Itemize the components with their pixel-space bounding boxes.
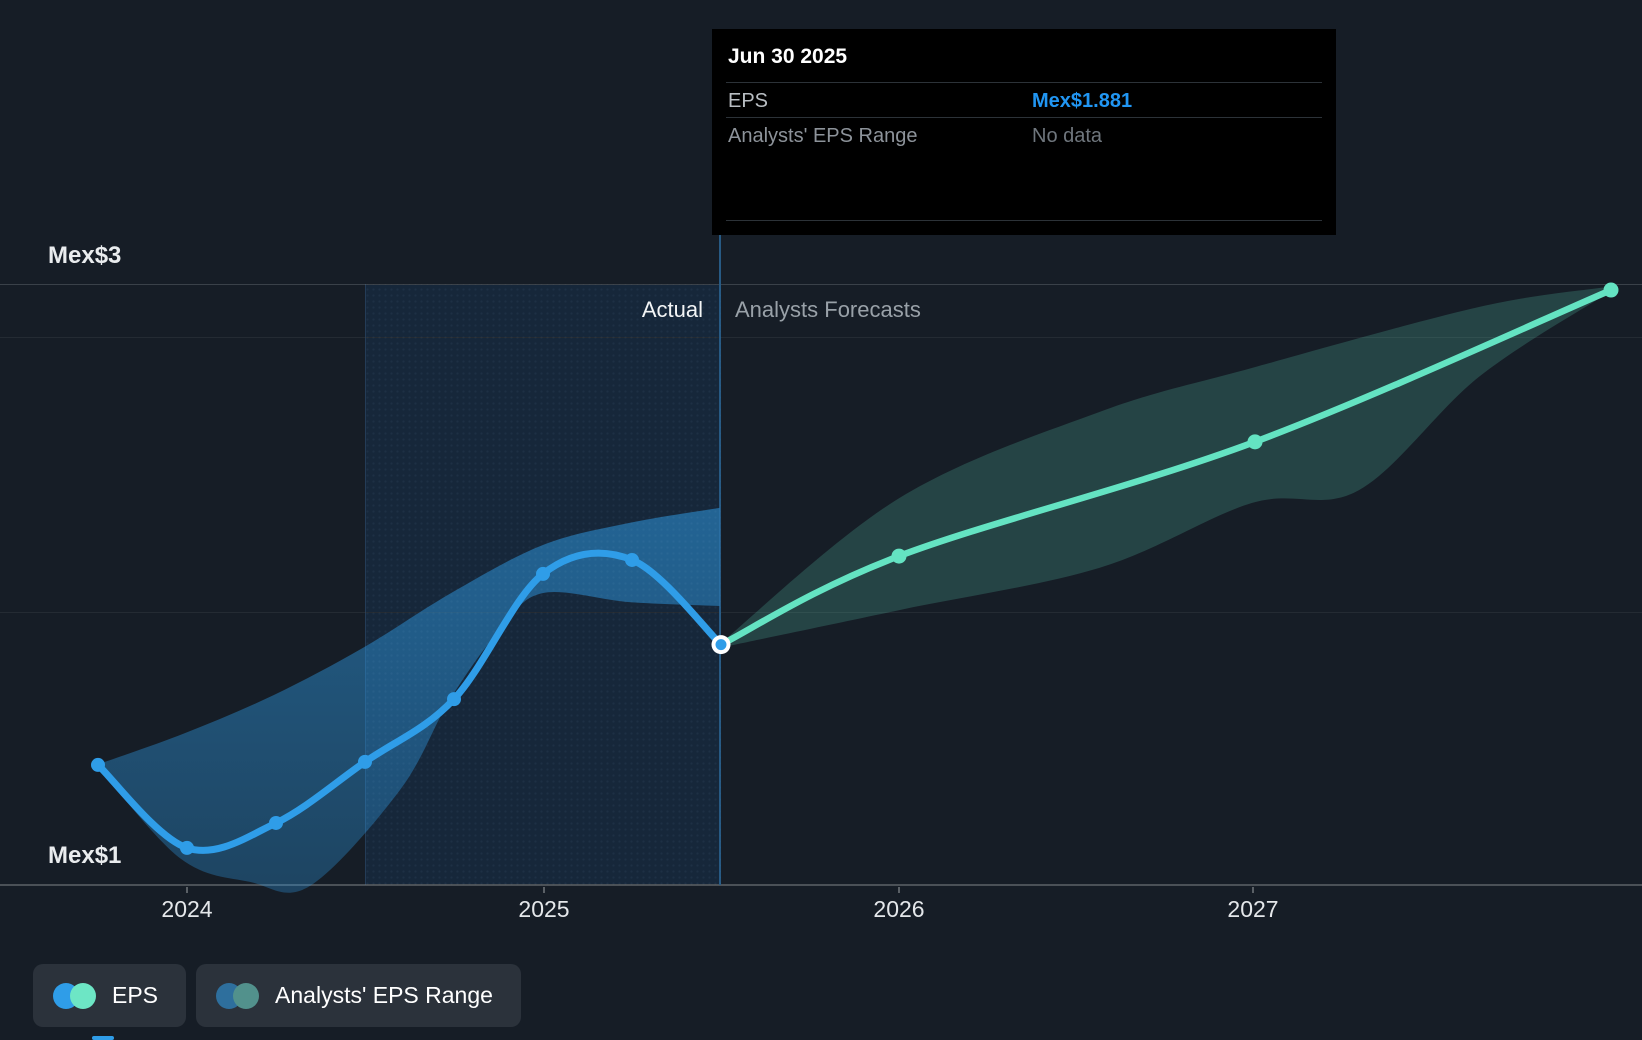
tooltip-divider (726, 82, 1322, 83)
chart-top-border (0, 284, 1642, 285)
legend-item-analysts-eps-range[interactable]: Analysts' EPS Range (196, 964, 521, 1027)
x-tick-2026 (898, 887, 900, 893)
forecast-data-point (1603, 282, 1619, 298)
gridline-mex3 (0, 337, 1642, 338)
forecast-eps-line (717, 286, 1615, 648)
gridline-mex2 (0, 612, 1642, 613)
x-axis-label-2027: 2027 (1227, 896, 1279, 922)
legend: EPS Analysts' EPS Range (33, 964, 521, 1027)
x-axis-label-2024: 2024 (161, 896, 213, 922)
range-legend-icon (216, 982, 260, 1009)
range-teal-dot-icon (233, 982, 260, 1009)
x-tick-2027 (1252, 887, 1254, 893)
legend-range-label: Analysts' EPS Range (275, 982, 493, 1008)
x-axis-label-2025: 2025 (518, 896, 570, 922)
forecast-data-point (1247, 434, 1263, 450)
tooltip-date: Jun 30 2025 (728, 45, 848, 68)
chart-tooltip: Jun 30 2025 EPS Mex$1.881 Analysts' EPS … (712, 29, 1336, 235)
tooltip-divider (726, 117, 1322, 118)
tooltip-eps-value: Mex$1.881 (1032, 90, 1133, 112)
actual-data-point (358, 754, 372, 769)
partial-element-below-chart (92, 1036, 114, 1040)
actual-data-point (447, 692, 461, 707)
tooltip-eps-label: EPS (728, 90, 769, 112)
actual-data-point (91, 757, 105, 772)
forecast-data-point (891, 548, 907, 564)
actual-data-point (536, 566, 550, 581)
analysts-eps-range-band (719, 287, 1607, 648)
tooltip-range-label: Analysts' EPS Range (728, 125, 918, 147)
x-axis-line (0, 884, 1642, 886)
tooltip-divider (726, 220, 1322, 221)
hovered-point-core (715, 639, 727, 651)
eps-teal-dot-icon (70, 982, 96, 1009)
forecast-section-label: Analysts Forecasts (735, 297, 921, 322)
actual-data-point (269, 815, 283, 830)
legend-item-eps[interactable]: EPS (33, 964, 187, 1027)
y-axis-label-bottom: Mex$1 (48, 842, 122, 869)
y-axis-label-top: Mex$3 (48, 242, 122, 269)
x-tick-2025 (543, 887, 545, 893)
eps-legend-icon (53, 982, 96, 1009)
actual-data-point (180, 840, 194, 855)
actual-data-point (625, 552, 639, 567)
x-tick-2024 (186, 887, 188, 893)
tooltip-range-value: No data (1032, 125, 1103, 147)
x-axis-label-2026: 2026 (873, 896, 925, 922)
legend-eps-label: EPS (112, 982, 159, 1008)
